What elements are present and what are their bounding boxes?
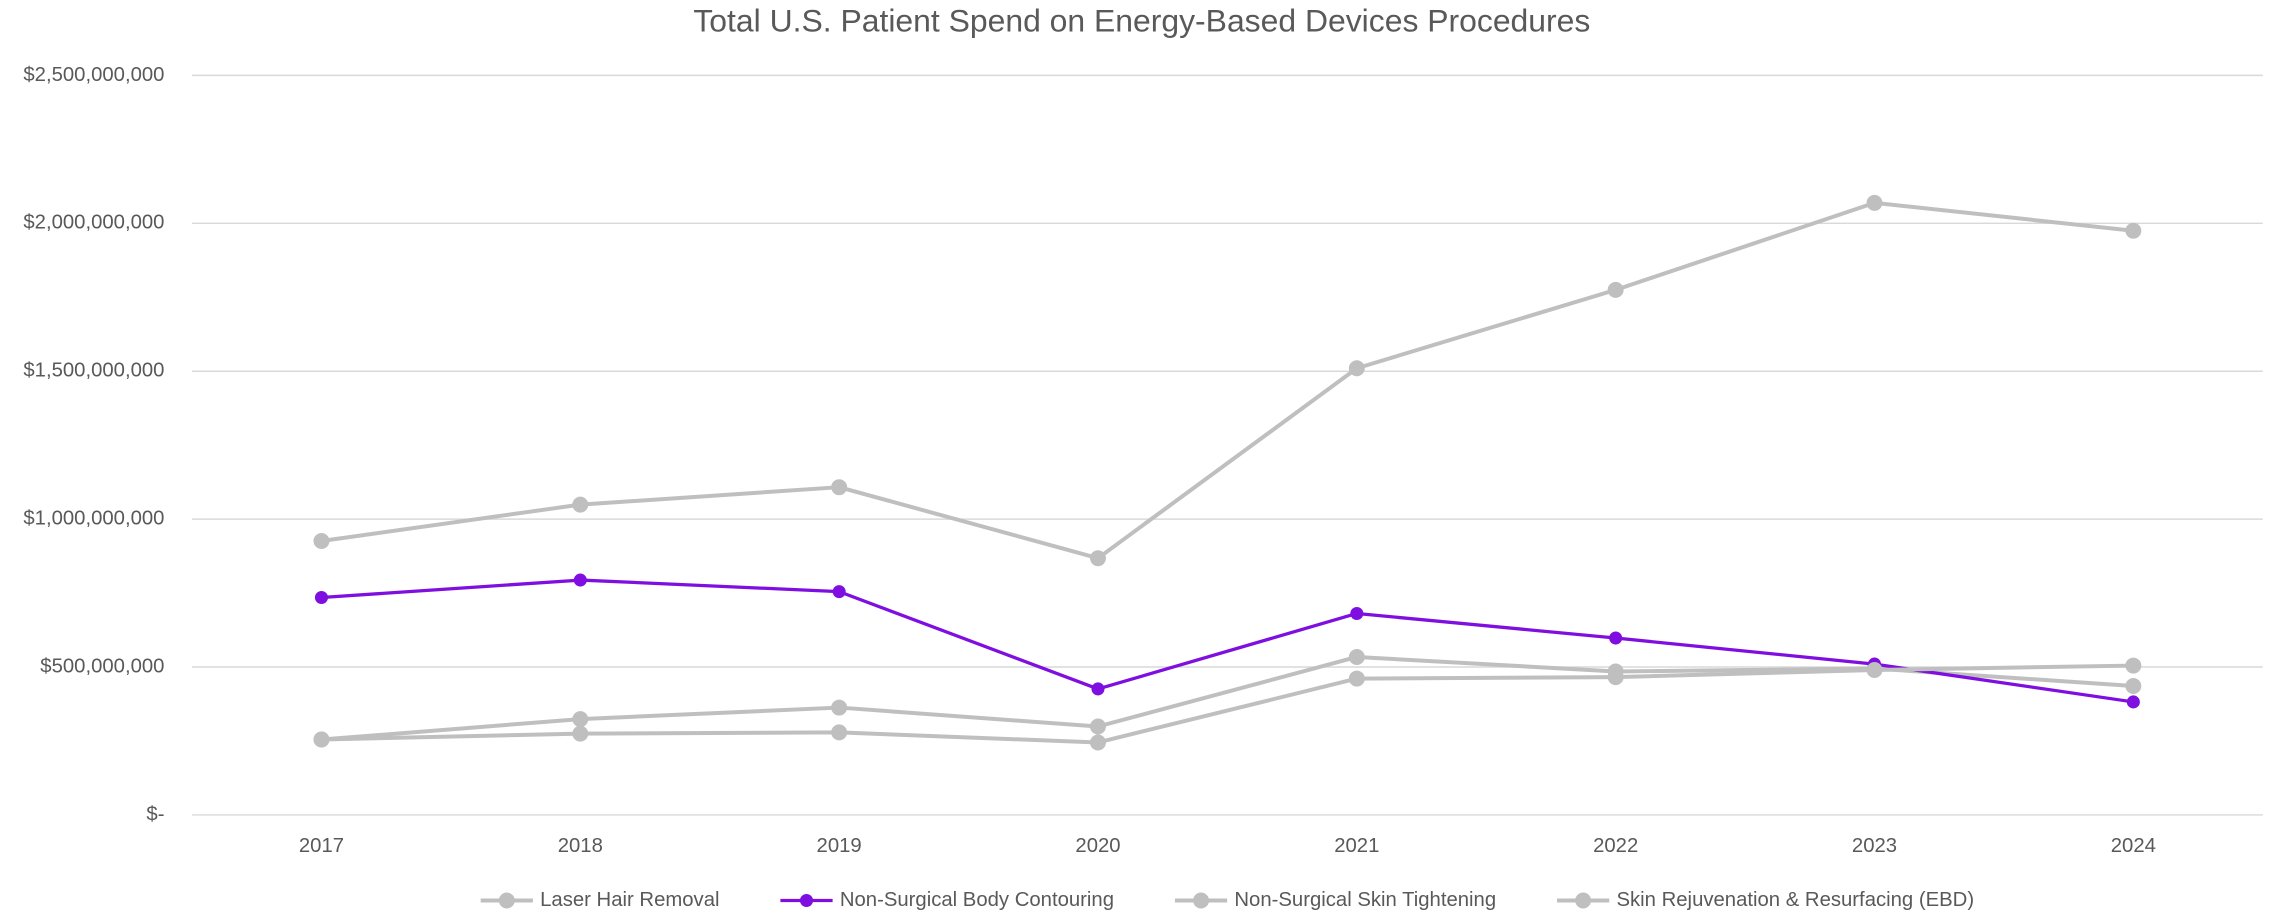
legend-swatch-marker	[1193, 892, 1210, 909]
data-point	[1607, 281, 1624, 298]
legend-label: Skin Rejuvenation & Resurfacing (EBD)	[1616, 889, 1974, 911]
data-point	[831, 724, 848, 741]
x-tick-label: 2021	[1334, 835, 1379, 857]
data-point	[2125, 657, 2142, 674]
data-point	[1090, 718, 1106, 735]
chart-title: Total U.S. Patient Spend on Energy-Based…	[693, 3, 1590, 39]
data-point	[572, 496, 589, 513]
y-tick-label: $-	[146, 803, 164, 825]
data-point	[573, 573, 587, 587]
y-tick-label: $2,000,000,000	[23, 212, 164, 234]
data-point	[2126, 695, 2140, 709]
data-point	[2125, 222, 2142, 239]
series-line	[321, 654, 2134, 742]
data-point	[572, 711, 589, 728]
data-point	[831, 699, 848, 716]
y-tick-label: $1,000,000,000	[23, 507, 164, 529]
data-point	[314, 590, 328, 605]
data-point	[572, 725, 589, 742]
x-tick-label: 2018	[558, 835, 603, 857]
legend-item: Skin Rejuvenation & Resurfacing (EBD)	[1557, 889, 1974, 911]
series-line	[321, 200, 2134, 561]
data-point	[1091, 682, 1105, 696]
legend-swatch-marker	[1575, 892, 1592, 909]
legend-item: Non-Surgical Body Contouring	[780, 889, 1114, 911]
x-tick-label: 2022	[1593, 835, 1638, 857]
x-tick-label: 2024	[2111, 835, 2156, 857]
x-tick-label: 2020	[1075, 835, 1120, 857]
y-tick-label: $2,500,000,000	[23, 64, 164, 86]
legend-label: Laser Hair Removal	[540, 889, 719, 911]
series-line	[321, 663, 2134, 745]
data-point	[1866, 194, 1883, 211]
data-point	[1090, 734, 1106, 751]
series-line	[321, 578, 2134, 704]
x-tick-label: 2023	[1852, 835, 1897, 857]
data-point	[2125, 677, 2142, 694]
legend: Laser Hair Removal Non-Surgical Body Cont…	[480, 889, 1974, 911]
legend-item: Non-Surgical Skin Tightening	[1174, 889, 1496, 911]
data-point	[831, 479, 848, 496]
x-tick-label: 2019	[817, 835, 862, 857]
y-tick-label: $500,000,000	[40, 655, 164, 677]
legend-item: Laser Hair Removal	[480, 889, 720, 911]
data-point	[313, 731, 330, 748]
data-point	[1609, 631, 1623, 645]
legend-swatch-marker	[799, 893, 814, 908]
data-point	[1866, 662, 1883, 678]
y-tick-label: $1,500,000,000	[23, 360, 164, 382]
data-point	[1090, 550, 1106, 567]
data-point	[1348, 649, 1365, 665]
data-point	[1350, 606, 1364, 621]
x-tick-label: 2017	[299, 835, 344, 857]
legend-label: Non-Surgical Body Contouring	[840, 889, 1114, 911]
data-point	[1607, 669, 1624, 686]
data-point	[1348, 360, 1365, 377]
legend-swatch-marker	[498, 892, 515, 909]
data-point	[313, 533, 330, 549]
legend-label: Non-Surgical Skin Tightening	[1234, 889, 1496, 911]
data-point	[832, 585, 846, 599]
data-point	[1348, 670, 1365, 687]
